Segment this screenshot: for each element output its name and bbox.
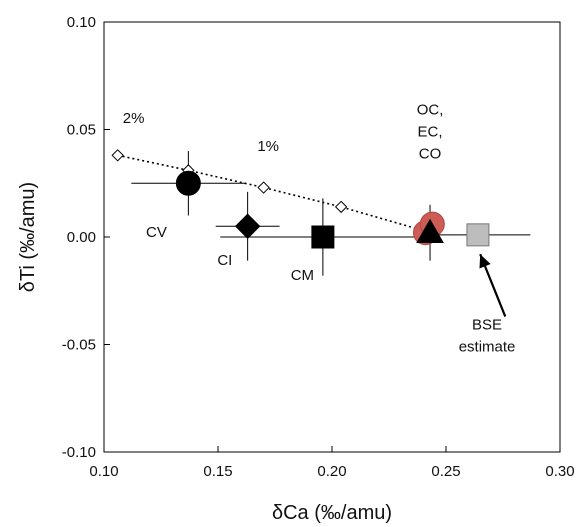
annotation-2: BSE estimate (459, 316, 516, 355)
bse-marker (466, 223, 490, 247)
cv-label: CV (146, 224, 167, 241)
x-tick-label: 0.25 (431, 463, 460, 480)
ci-marker (234, 213, 261, 239)
annotation-line: BSE (472, 316, 502, 333)
mixing-point (334, 200, 348, 214)
mixing-label: 1% (257, 138, 279, 155)
mixing-point (257, 181, 270, 194)
cv-marker (175, 170, 201, 196)
annotation-line: OC, (417, 101, 444, 118)
y-tick-label: 0.00 (67, 229, 96, 246)
ci-label: CI (217, 252, 232, 269)
annotation-line: CO (419, 145, 442, 162)
annotation-1: OC, EC, CO (417, 101, 444, 162)
y-tick-label: 0.10 (67, 14, 96, 31)
y-axis-title: δTi (‰/amu) (17, 182, 39, 292)
x-tick-label: 0.15 (203, 463, 232, 480)
x-axis-title: δCa (‰/amu) (272, 502, 392, 524)
annotation-line: estimate (459, 338, 516, 355)
point-labels: CV CI CM (146, 224, 314, 284)
y-tick-label: 0.05 (67, 122, 96, 139)
mixing-point (111, 149, 124, 162)
mixing-line-path (117, 154, 424, 232)
annotation-line: EC, (418, 123, 443, 140)
data-points (175, 170, 490, 249)
x-tick-label: 0.20 (317, 463, 346, 480)
y-tick-label: -0.10 (62, 444, 96, 461)
y-tick-label: -0.05 (62, 337, 96, 354)
mixing-line: 2% 1% (111, 110, 424, 232)
co-marker (416, 218, 444, 243)
bse-arrow-head (479, 254, 491, 269)
cm-marker (311, 225, 335, 249)
x-tick-label: 0.10 (89, 463, 118, 480)
x-tick-label: 0.30 (545, 463, 574, 480)
annotations: OC, EC, CO BSE estimate (417, 101, 516, 355)
cm-label: CM (291, 267, 314, 284)
axis-ticks: 0.10 0.15 0.20 0.25 0.30 -0.10 -0.05 0.00 0.05 0.… (62, 14, 575, 480)
mixing-label: 2% (123, 110, 145, 127)
